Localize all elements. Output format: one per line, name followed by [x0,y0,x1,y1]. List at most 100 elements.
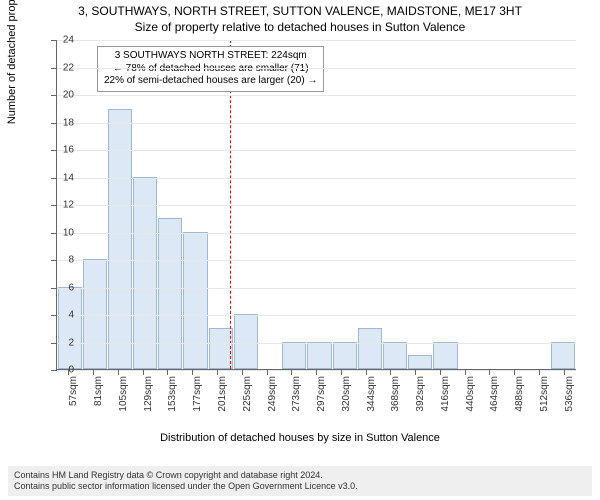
histogram-bar [383,342,407,369]
y-tick-label: 20 [44,90,74,101]
gridline [57,260,576,261]
x-tick-mark [465,370,466,375]
x-tick: 105sqm [106,370,131,430]
x-tick: 368sqm [378,370,403,430]
footer-attribution: Contains HM Land Registry data © Crown c… [8,466,592,497]
annotation-box: 3 SOUTHWAYS NORTH STREET: 224sqm← 78% of… [97,46,324,92]
x-tick-label: 153sqm [167,376,178,412]
x-tick-label: 536sqm [564,376,575,412]
page-title-address: 3, SOUTHWAYS, NORTH STREET, SUTTON VALEN… [0,0,600,18]
annotation-line: 3 SOUTHWAYS NORTH STREET: 224sqm [104,50,317,63]
y-axis-label: Number of detached properties [6,0,18,124]
x-tick: 344sqm [353,370,378,430]
gridline [57,315,576,316]
x-tick: 81sqm [81,370,106,430]
x-tick-mark [564,370,565,375]
histogram-bar [158,218,182,369]
y-tick-label: 10 [44,227,74,238]
histogram-chart: 3 SOUTHWAYS NORTH STREET: 224sqm← 78% of… [56,40,576,370]
gridline [57,68,576,69]
x-tick-label: 416sqm [440,376,451,412]
x-tick-label: 512sqm [539,376,550,412]
x-tick: 488sqm [502,370,527,430]
x-tick-mark [118,370,119,375]
x-tick-mark [68,370,69,375]
x-tick: 249sqm [254,370,279,430]
x-tick-label: 368sqm [390,376,401,412]
x-tick-mark [489,370,490,375]
histogram-bar [333,342,357,369]
x-tick-label: 105sqm [118,376,129,412]
histogram-bar [551,342,575,369]
x-tick-mark [316,370,317,375]
x-tick: 536sqm [551,370,576,430]
x-tick: 464sqm [477,370,502,430]
x-tick-label: 177sqm [192,376,203,412]
x-tick-mark [291,370,292,375]
x-tick-mark [192,370,193,375]
y-tick-label: 12 [44,200,74,211]
annotation-line: 22% of semi-detached houses are larger (… [104,75,317,88]
x-tick-label: 297sqm [316,376,327,412]
x-tick-mark [167,370,168,375]
histogram-bar [408,355,432,369]
x-tick-label: 392sqm [415,376,426,412]
y-tick-label: 8 [44,255,74,266]
histogram-bar [358,328,382,369]
x-axis-label: Distribution of detached houses by size … [0,432,600,444]
x-tick-mark [440,370,441,375]
x-tick: 153sqm [155,370,180,430]
histogram-bar [58,287,82,369]
x-tick-label: 201sqm [217,376,228,412]
histogram-bar [183,232,207,369]
x-tick-mark [217,370,218,375]
x-tick-mark [242,370,243,375]
x-tick-mark [539,370,540,375]
x-tick: 392sqm [403,370,428,430]
x-tick-label: 81sqm [93,376,104,406]
y-tick-label: 24 [44,35,74,46]
x-tick-mark [93,370,94,375]
x-tick-mark [341,370,342,375]
x-tick: 440sqm [452,370,477,430]
y-tick-label: 16 [44,145,74,156]
x-tick: 512sqm [527,370,552,430]
x-tick-label: 440sqm [465,376,476,412]
x-tick-mark [390,370,391,375]
footer-line-2: Contains public sector information licen… [14,481,586,492]
x-tick-label: 57sqm [68,376,79,406]
x-tick: 57sqm [56,370,81,430]
x-tick-mark [514,370,515,375]
gridline [57,205,576,206]
x-tick-label: 464sqm [489,376,500,412]
gridline [57,178,576,179]
x-tick: 225sqm [229,370,254,430]
gridline [57,123,576,124]
x-tick-label: 488sqm [514,376,525,412]
x-axis-ticks-row: 57sqm 81sqm 105sqm 129sqm 153sqm 177sqm 201sqm… [56,370,576,430]
histogram-bar [307,342,331,369]
gridline [57,233,576,234]
y-tick-label: 22 [44,62,74,73]
x-tick: 201sqm [205,370,230,430]
gridline [57,343,576,344]
x-tick: 320sqm [328,370,353,430]
gridline [57,288,576,289]
page-subtitle: Size of property relative to detached ho… [0,18,600,34]
x-tick-mark [415,370,416,375]
y-tick-label: 18 [44,117,74,128]
histogram-bar [282,342,306,369]
x-tick: 129sqm [130,370,155,430]
x-tick-label: 320sqm [341,376,352,412]
x-tick-label: 129sqm [143,376,154,412]
x-tick-label: 273sqm [291,376,302,412]
y-tick-label: 14 [44,172,74,183]
y-tick-label: 6 [44,282,74,293]
x-tick-label: 225sqm [242,376,253,412]
x-tick: 273sqm [279,370,304,430]
x-tick-mark [143,370,144,375]
footer-line-1: Contains HM Land Registry data © Crown c… [14,470,586,481]
x-tick-mark [366,370,367,375]
gridline [57,40,576,41]
y-tick-label: 4 [44,310,74,321]
